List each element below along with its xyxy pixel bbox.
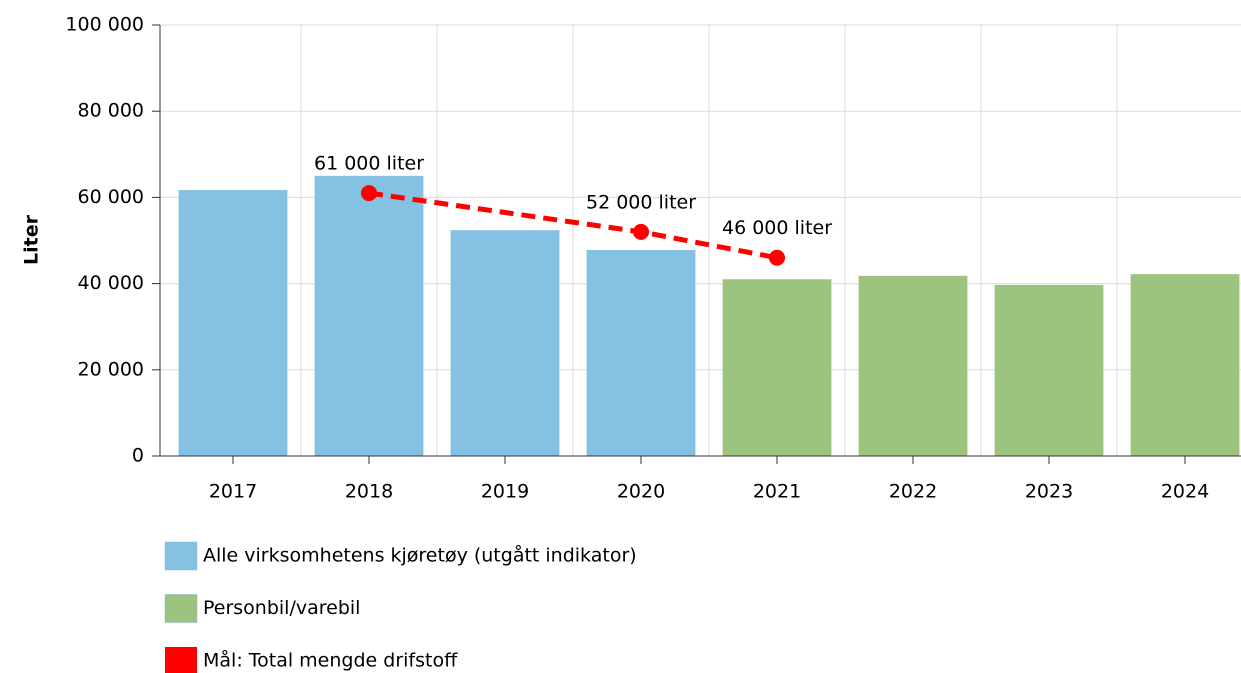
x-tick-label: 2021	[753, 481, 801, 503]
legend-label: Alle virksomhetens kjøretøy (utgått indi…	[203, 544, 637, 567]
y-tick-label: 40 000	[78, 272, 144, 294]
data-label: 46 000 liter	[722, 217, 832, 239]
bar	[1130, 274, 1240, 456]
bar	[858, 275, 968, 456]
x-tick-label: 2017	[209, 481, 257, 503]
target-point	[361, 185, 377, 202]
data-label: 52 000 liter	[586, 191, 696, 213]
y-axis-label: Liter	[21, 214, 43, 265]
y-tick-label: 80 000	[78, 100, 144, 122]
y-tick-label: 60 000	[78, 186, 144, 208]
legend-swatch	[165, 647, 197, 673]
target-point	[769, 249, 785, 266]
bar	[314, 175, 424, 456]
data-label: 61 000 liter	[314, 153, 424, 175]
bar	[994, 284, 1104, 456]
bar	[722, 279, 832, 456]
x-tick-label: 2018	[345, 481, 393, 503]
x-tick-label: 2019	[481, 481, 529, 503]
y-tick-label: 100 000	[65, 14, 144, 36]
legend-label: Mål: Total mengde drifstoff	[203, 649, 458, 672]
bar	[178, 190, 288, 456]
bar	[450, 230, 560, 456]
x-tick-label: 2023	[1025, 481, 1073, 503]
x-tick-label: 2022	[889, 481, 937, 503]
target-point	[633, 223, 649, 240]
bar	[586, 249, 696, 456]
x-tick-label: 2020	[617, 481, 665, 503]
y-tick-label: 20 000	[78, 358, 144, 380]
legend-swatch	[164, 541, 198, 571]
legend-label: Personbil/varebil	[203, 597, 360, 619]
legend-swatch	[164, 594, 198, 623]
x-tick-label: 2024	[1161, 481, 1209, 503]
y-tick-label: 0	[132, 445, 144, 467]
